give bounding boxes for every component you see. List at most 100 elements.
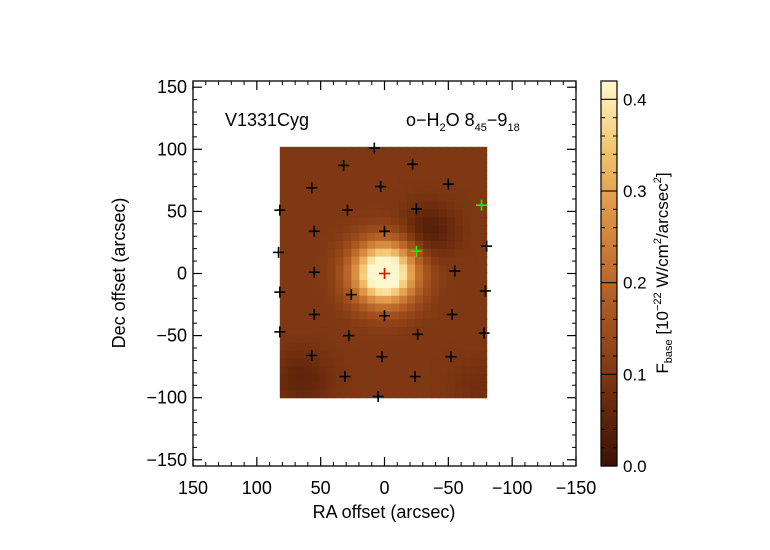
heatmap-cell bbox=[343, 154, 352, 164]
heatmap-cell bbox=[311, 233, 321, 242]
heatmap-cell bbox=[295, 342, 305, 352]
heatmap-cell bbox=[375, 264, 384, 273]
heatmap-cell bbox=[383, 178, 392, 187]
heatmap-cell bbox=[399, 154, 408, 164]
heatmap-cell bbox=[375, 193, 384, 203]
heatmap-cell bbox=[375, 217, 384, 226]
heatmap-cell bbox=[351, 233, 360, 242]
heatmap-cell bbox=[287, 350, 297, 360]
heatmap-cell bbox=[383, 201, 392, 211]
heatmap-cell bbox=[415, 186, 424, 195]
colorbar-tick-label: 0.2 bbox=[623, 274, 647, 293]
heatmap-cell bbox=[399, 248, 408, 258]
heatmap-cell bbox=[446, 240, 456, 250]
heatmap-cell bbox=[391, 225, 400, 234]
heatmap-cell bbox=[351, 319, 360, 328]
heatmap-cell bbox=[319, 233, 329, 242]
heatmap-cell bbox=[454, 342, 464, 352]
heatmap-cell bbox=[351, 334, 360, 344]
heatmap-cell bbox=[462, 280, 472, 289]
heatmap-cell bbox=[415, 319, 424, 328]
heatmap-cell bbox=[311, 193, 321, 203]
heatmap-cell bbox=[470, 178, 480, 187]
heatmap-cell bbox=[470, 366, 480, 375]
heatmap-cell bbox=[359, 170, 368, 179]
heatmap-cell bbox=[407, 280, 416, 289]
heatmap-cell bbox=[430, 186, 440, 195]
heatmap-cell bbox=[359, 287, 368, 297]
heatmap-cell bbox=[359, 342, 368, 352]
heatmap-cell bbox=[399, 342, 408, 352]
heatmap-cell bbox=[375, 170, 384, 179]
heatmap-cell bbox=[327, 366, 337, 375]
heatmap-cell bbox=[311, 389, 321, 399]
heatmap-cell bbox=[446, 311, 456, 320]
heatmap-cell bbox=[327, 287, 337, 297]
heatmap-cell bbox=[287, 342, 297, 352]
heatmap-cell bbox=[407, 201, 416, 211]
heatmap-cell bbox=[367, 389, 376, 399]
heatmap-cell bbox=[399, 193, 408, 203]
heatmap-cell bbox=[391, 334, 400, 344]
heatmap-cell bbox=[351, 217, 360, 226]
heatmap-cell bbox=[279, 201, 289, 211]
heatmap-cell bbox=[279, 389, 289, 399]
heatmap-cell bbox=[478, 389, 488, 399]
heatmap-cell bbox=[295, 264, 305, 273]
spaxel-marker bbox=[308, 308, 320, 320]
heatmap-cell bbox=[287, 374, 297, 383]
heatmap-cell bbox=[407, 374, 416, 383]
heatmap-cell bbox=[359, 146, 368, 156]
heatmap-cell bbox=[454, 154, 464, 164]
heatmap-cell bbox=[478, 382, 488, 391]
heatmap-cell bbox=[319, 358, 329, 367]
heatmap-cell bbox=[391, 366, 400, 375]
heatmap-cell bbox=[415, 217, 424, 226]
heatmap-cell bbox=[383, 233, 392, 242]
heatmap-cell bbox=[407, 193, 416, 203]
heatmap-cell bbox=[335, 280, 345, 289]
heatmap-cell bbox=[351, 225, 360, 234]
heatmap-cell bbox=[383, 154, 392, 164]
heatmap-cell bbox=[399, 319, 408, 328]
heatmap-cell bbox=[470, 272, 480, 281]
heatmap-cell bbox=[446, 146, 456, 156]
heatmap-cell bbox=[311, 201, 321, 211]
y-tick-label: 150 bbox=[157, 77, 187, 97]
heatmap-cell bbox=[311, 272, 321, 281]
spaxel-marker bbox=[449, 265, 461, 277]
colorbar-tick-label: 0.3 bbox=[623, 182, 647, 201]
heatmap-cell bbox=[303, 217, 313, 226]
heatmap-cell bbox=[415, 178, 424, 187]
heatmap-cell bbox=[359, 248, 368, 258]
heatmap-cell bbox=[295, 240, 305, 250]
heatmap-cell bbox=[446, 382, 456, 391]
heatmap-cell bbox=[351, 303, 360, 313]
heatmap-cell bbox=[391, 311, 400, 320]
heatmap-cell bbox=[407, 170, 416, 179]
heatmap-cell bbox=[430, 201, 440, 211]
heatmap-cell bbox=[279, 256, 289, 266]
heatmap-cell bbox=[367, 374, 376, 383]
heatmap-cell bbox=[438, 217, 448, 226]
heatmap-cell bbox=[438, 350, 448, 360]
heatmap-cell bbox=[446, 272, 456, 281]
heatmap-cell bbox=[383, 280, 392, 289]
heatmap-cell bbox=[335, 240, 345, 250]
heatmap-cell bbox=[470, 146, 480, 156]
heatmap-cell bbox=[359, 217, 368, 226]
heatmap-cell bbox=[438, 342, 448, 352]
heatmap-cell bbox=[287, 178, 297, 187]
heatmap-cell bbox=[478, 295, 488, 305]
heatmap-cell bbox=[375, 287, 384, 297]
heatmap-cell bbox=[311, 382, 321, 391]
heatmap-cell bbox=[462, 287, 472, 297]
heatmap-cell bbox=[423, 272, 432, 281]
heatmap-cell bbox=[367, 350, 376, 360]
heatmap-cell bbox=[415, 272, 424, 281]
heatmap-cell bbox=[319, 170, 329, 179]
heatmap-cell bbox=[287, 264, 297, 273]
heatmap-cell bbox=[454, 272, 464, 281]
heatmap-cell bbox=[351, 201, 360, 211]
heatmap-cell bbox=[367, 248, 376, 258]
